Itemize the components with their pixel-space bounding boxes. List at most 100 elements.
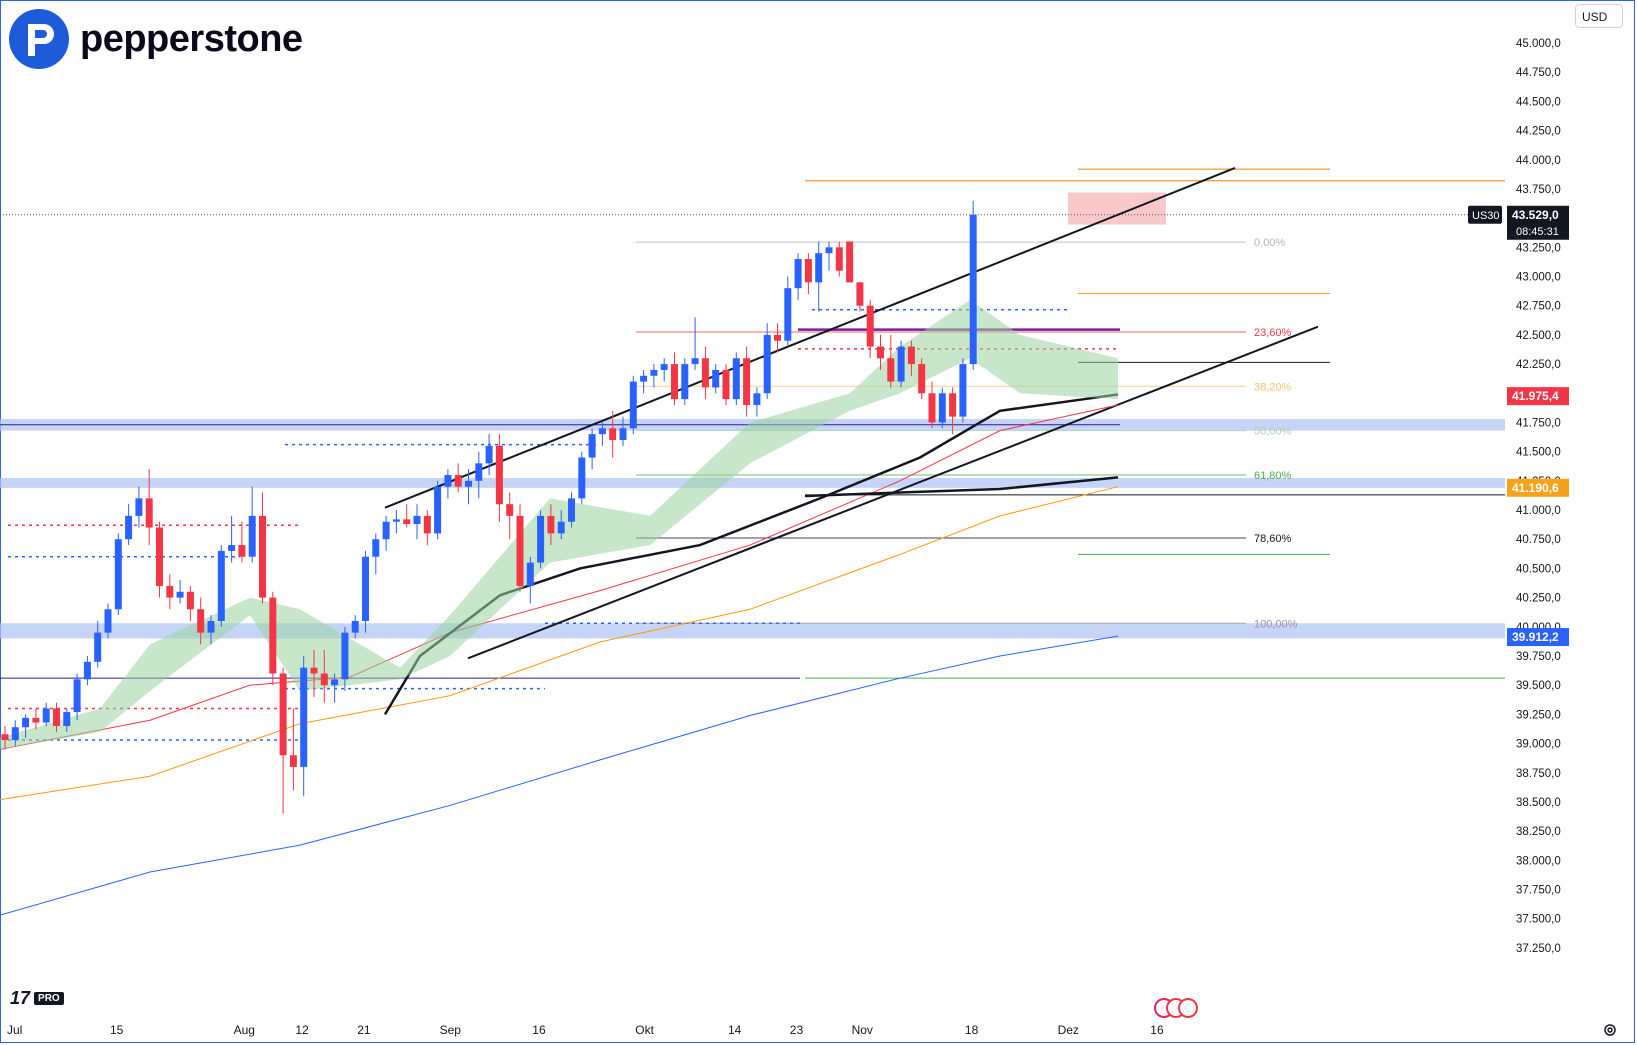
- x-axis-tick-label: Jul: [7, 1023, 22, 1037]
- candle: [228, 545, 236, 551]
- candle: [959, 364, 967, 417]
- symbol-tag: [1468, 205, 1502, 224]
- y-axis-tick-label: 41.750,0: [1516, 417, 1561, 429]
- currency-selector[interactable]: USD: [1575, 4, 1623, 28]
- candle: [279, 673, 287, 756]
- tradingview-logo: 17 PRO: [10, 988, 64, 1009]
- candle: [320, 673, 328, 686]
- candle: [454, 475, 462, 487]
- x-axis-tick-label: 15: [110, 1023, 124, 1037]
- price-tag-label: 39.912,2: [1512, 630, 1559, 644]
- tradingview-icon: 17: [10, 988, 31, 1008]
- candle: [300, 667, 308, 767]
- candle: [712, 369, 720, 388]
- candle: [537, 515, 545, 563]
- candle: [568, 498, 575, 522]
- gear-icon[interactable]: [1602, 1022, 1618, 1038]
- candle: [341, 632, 349, 680]
- candle: [475, 463, 483, 481]
- y-axis-tick-label: 38.000,0: [1516, 855, 1561, 867]
- candle: [897, 346, 905, 382]
- candle: [495, 445, 503, 505]
- y-axis-tick-label: 38.250,0: [1516, 826, 1561, 838]
- x-axis-tick-label: Okt: [635, 1023, 654, 1037]
- candle: [588, 434, 596, 458]
- candle: [743, 358, 751, 405]
- candle: [928, 393, 936, 423]
- candle: [547, 515, 555, 534]
- candle: [248, 515, 256, 557]
- price-tag: [1507, 387, 1569, 406]
- y-axis-tick-label: 39.250,0: [1516, 709, 1561, 721]
- candle: [362, 556, 369, 621]
- price-tag-label: 41.975,4: [1512, 389, 1559, 403]
- y-axis-tick-label: 37.250,0: [1516, 943, 1561, 955]
- channel-upper-line: [384, 167, 1236, 509]
- candle: [949, 393, 957, 417]
- candle: [506, 504, 514, 516]
- x-axis-tick-label: 16: [1150, 1023, 1164, 1037]
- candle: [351, 620, 359, 633]
- x-axis-tick-label: 21: [357, 1023, 371, 1037]
- candle: [650, 369, 658, 376]
- candle: [516, 515, 524, 586]
- candle: [135, 498, 143, 516]
- last-price-tag: [1507, 205, 1569, 240]
- candle: [877, 346, 884, 359]
- x-axis-tick-label: Dez: [1058, 1023, 1079, 1037]
- x-axis-tick-label: 12: [295, 1023, 309, 1037]
- economic-events-icon[interactable]: [1154, 995, 1202, 1021]
- candle: [186, 591, 194, 610]
- candle: [310, 667, 318, 674]
- candle: [681, 364, 689, 400]
- symbol-label: US30: [1472, 210, 1500, 222]
- candle: [907, 346, 915, 365]
- ma-50-line: [0, 404, 1119, 750]
- candle: [63, 712, 71, 727]
- target-zone: [1068, 192, 1166, 225]
- candle: [166, 585, 174, 598]
- candle: [331, 679, 339, 686]
- candle: [104, 609, 112, 633]
- candle: [598, 428, 606, 435]
- x-axis-tick-label: 16: [532, 1023, 546, 1037]
- ma-20b-line: [804, 476, 1119, 498]
- candle: [969, 214, 977, 365]
- x-axis-tick-label: 18: [965, 1023, 979, 1037]
- fib-level-label: 50,00%: [1254, 426, 1292, 438]
- candle: [526, 562, 534, 586]
- candle: [856, 282, 864, 306]
- y-axis-tick-label: 38.500,0: [1516, 797, 1561, 809]
- x-axis-tick-label: Aug: [234, 1023, 255, 1037]
- y-axis-tick-label: 41.000,0: [1516, 505, 1561, 517]
- candle: [835, 247, 843, 271]
- candle: [557, 521, 565, 534]
- y-axis-tick-label: 43.250,0: [1516, 242, 1561, 254]
- y-axis-tick-label: 42.500,0: [1516, 330, 1561, 342]
- candle: [918, 364, 926, 394]
- candle: [784, 288, 792, 341]
- candle: [114, 539, 122, 610]
- candle: [671, 364, 678, 400]
- y-axis-tick-label: 40.500,0: [1516, 563, 1561, 575]
- candle: [444, 475, 452, 487]
- candle: [42, 708, 50, 723]
- y-axis-tick-label: 39.000,0: [1516, 739, 1561, 751]
- y-axis-tick-label: 43.750,0: [1516, 184, 1561, 196]
- candle: [53, 708, 60, 727]
- y-axis-tick-label: 44.250,0: [1516, 126, 1561, 138]
- candle: [207, 620, 215, 633]
- candle: [145, 498, 153, 528]
- candle: [804, 259, 812, 283]
- candle: [938, 393, 946, 423]
- candle: [22, 717, 30, 728]
- candle: [392, 519, 400, 522]
- candle: [465, 480, 472, 487]
- fib-level-label: 78,60%: [1254, 533, 1292, 545]
- y-axis-tick-label: 39.750,0: [1516, 651, 1561, 663]
- y-axis-tick-label: 45.000,0: [1516, 38, 1561, 50]
- candle: [619, 428, 627, 440]
- candle: [763, 334, 771, 394]
